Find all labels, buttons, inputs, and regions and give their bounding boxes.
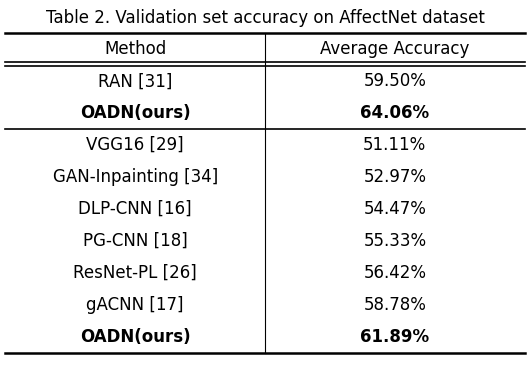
Text: 56.42%: 56.42% [364, 264, 426, 282]
Text: 64.06%: 64.06% [360, 104, 429, 122]
Text: 51.11%: 51.11% [363, 136, 427, 154]
Text: 52.97%: 52.97% [364, 168, 426, 186]
Text: DLP-CNN [16]: DLP-CNN [16] [78, 200, 192, 218]
Text: 58.78%: 58.78% [364, 296, 426, 314]
Text: 55.33%: 55.33% [363, 232, 427, 250]
Text: 61.89%: 61.89% [360, 328, 429, 346]
Text: Method: Method [104, 40, 166, 58]
Text: 59.50%: 59.50% [364, 72, 426, 90]
Text: OADN(ours): OADN(ours) [80, 328, 190, 346]
Text: ResNet-PL [26]: ResNet-PL [26] [73, 264, 197, 282]
Text: OADN(ours): OADN(ours) [80, 104, 190, 122]
Text: GAN-Inpainting [34]: GAN-Inpainting [34] [52, 168, 218, 186]
Text: RAN [31]: RAN [31] [98, 72, 172, 90]
Text: Table 2. Validation set accuracy on AffectNet dataset: Table 2. Validation set accuracy on Affe… [46, 9, 484, 27]
Text: 54.47%: 54.47% [364, 200, 426, 218]
Text: PG-CNN [18]: PG-CNN [18] [83, 232, 188, 250]
Text: gACNN [17]: gACNN [17] [86, 296, 184, 314]
Text: VGG16 [29]: VGG16 [29] [86, 136, 184, 154]
Text: Average Accuracy: Average Accuracy [320, 40, 470, 58]
